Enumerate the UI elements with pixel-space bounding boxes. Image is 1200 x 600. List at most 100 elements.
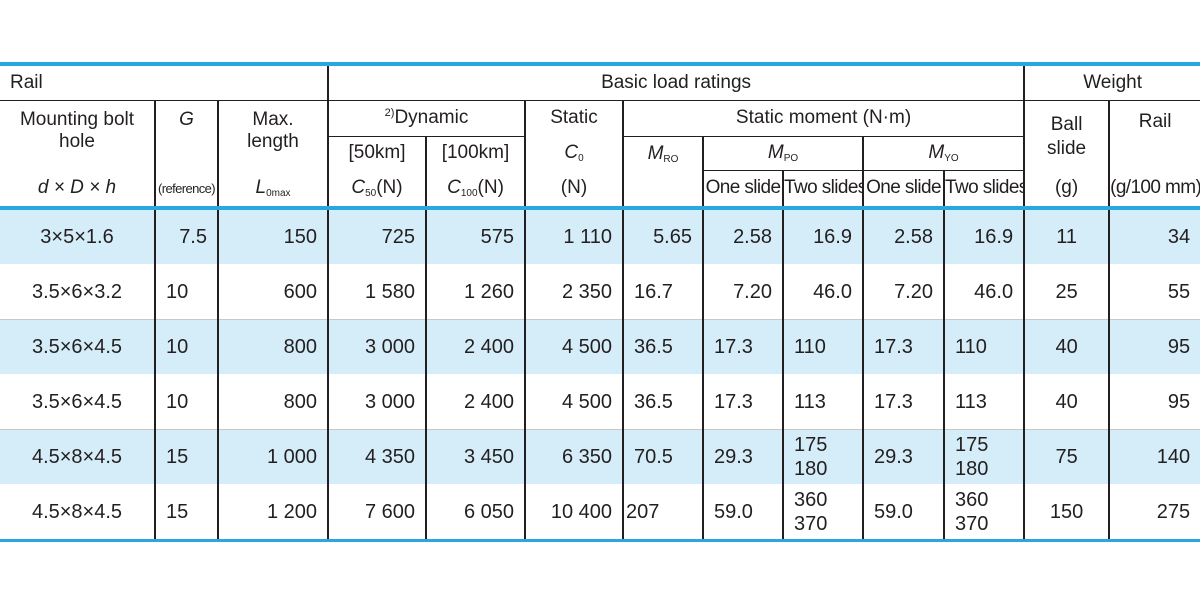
header-myo: MYO — [861, 135, 1025, 170]
table-row: 3.5×6×4.5 10 800 3 000 2 400 4 500 36.5 … — [0, 319, 1200, 375]
header-one-slide-y: One slide — [862, 169, 944, 208]
cell-myo-one: 7.20 — [862, 264, 944, 320]
cell-myo-two-b: 370 — [955, 513, 989, 535]
table-row: 4.5×8×4.5 15 1 000 4 350 3 450 6 350 70.… — [0, 429, 1200, 485]
header-c0-symbol: C — [564, 142, 579, 163]
cell-myo-two-b: 180 — [955, 458, 989, 480]
header-weight: Weight — [1023, 66, 1200, 100]
cell-mpo-one: 7.20 — [702, 264, 783, 320]
cell-mpo-one: 29.3 — [702, 429, 783, 485]
cell-myo-two: 110 — [942, 319, 1025, 375]
cell-myo-two: 175 180 — [942, 429, 1025, 485]
cell-myo-two-a: 16.9 — [974, 226, 1014, 248]
cell-c0: 4 500 — [524, 319, 623, 375]
cell-c0: 6 350 — [524, 429, 623, 485]
cell-lmax: 1 000 — [217, 429, 328, 485]
cell-g: 15 — [154, 429, 218, 485]
cell-c100: 2 400 — [425, 374, 525, 430]
spec-table: Rail Basic load ratings Weight Mounting … — [0, 66, 1200, 543]
header-c100: C100(N) — [425, 170, 525, 208]
cell-myo-two: 46.0 — [942, 264, 1025, 320]
cell-rail-weight: 34 — [1108, 210, 1200, 265]
header-c50: C50(N) — [327, 170, 426, 208]
cell-myo-two: 16.9 — [942, 210, 1025, 265]
cell-ball-weight: 150 — [1023, 484, 1110, 541]
header-dynamic-note: 2) — [384, 107, 395, 119]
cell-mpo-two-b: 370 — [794, 513, 828, 535]
table-top-rule — [0, 62, 1200, 66]
cell-myo-two-a: 360 — [955, 489, 989, 511]
cell-bolt: 3.5×6×4.5 — [0, 374, 155, 430]
header-max: Max. — [252, 108, 294, 130]
header-rail-weight: Rail — [1108, 99, 1200, 170]
header-c100-sub: 100 — [460, 188, 478, 199]
header-100km: [100km] — [425, 135, 525, 170]
cell-myo-two: 360 370 — [942, 484, 1025, 541]
cell-c50: 7 600 — [327, 484, 426, 541]
header-max-length: Max. length — [217, 99, 328, 170]
table-row: 4.5×8×4.5 15 1 200 7 600 6 050 10 400 20… — [0, 484, 1200, 541]
cell-rail-weight: 55 — [1108, 264, 1200, 320]
cell-mpo-two-b: 180 — [794, 458, 828, 480]
cell-c100: 6 050 — [425, 484, 525, 541]
cell-c0: 10 400 — [524, 484, 623, 541]
cell-g: 10 — [154, 374, 218, 430]
header-myo-symbol: M — [928, 142, 945, 163]
cell-g: 7.5 — [154, 210, 218, 265]
cell-bolt: 4.5×8×4.5 — [0, 429, 155, 485]
cell-ball-weight: 40 — [1023, 319, 1110, 375]
header-g100-unit: (g/100 mm) — [1108, 170, 1200, 208]
cell-mpo-two-a: 360 — [794, 489, 828, 511]
cell-rail-weight: 275 — [1108, 484, 1200, 541]
cell-ball-weight: 11 — [1023, 210, 1110, 265]
cell-mpo-two: 175 180 — [782, 429, 863, 485]
cell-mpo-one: 17.3 — [702, 319, 783, 375]
header-reference: (reference) — [154, 170, 218, 208]
header-basic-load-ratings: Basic load ratings — [326, 66, 1025, 100]
header-rail: Rail — [10, 71, 43, 93]
cell-bolt: 3.5×6×4.5 — [0, 319, 155, 375]
header-mpo-symbol: M — [767, 142, 784, 163]
cell-c0: 2 350 — [524, 264, 623, 320]
header-c100-symbol: C — [447, 177, 461, 198]
header-lomax-symbol: L — [255, 177, 267, 198]
cell-c50: 1 580 — [327, 264, 426, 320]
cell-lmax: 600 — [217, 264, 328, 320]
cell-mpo-two: 113 — [782, 374, 863, 430]
spec-table-container: Rail Basic load ratings Weight Mounting … — [0, 62, 1200, 543]
header-dynamic: 2)Dynamic — [327, 99, 525, 136]
table-row: 3.5×6×4.5 10 800 3 000 2 400 4 500 36.5 … — [0, 374, 1200, 430]
cell-mro: 70.5 — [622, 429, 703, 485]
cell-ball-weight: 40 — [1023, 374, 1110, 430]
header-two-slides-p: Two slides — [782, 169, 863, 208]
cell-mro: 5.65 — [622, 210, 703, 265]
cell-lmax: 800 — [217, 374, 328, 430]
cell-c100: 2 400 — [425, 319, 525, 375]
header-mpo: MPO — [702, 135, 863, 170]
cell-mro: 36.5 — [622, 374, 703, 430]
header-myo-sub: YO — [944, 153, 959, 164]
header-c50-unit: (N) — [376, 177, 403, 198]
cell-myo-one: 17.3 — [862, 374, 944, 430]
header-mro-symbol: M — [647, 142, 664, 164]
cell-mpo-one: 59.0 — [702, 484, 783, 541]
cell-ball-weight: 25 — [1023, 264, 1110, 320]
header-c50-sub: 50 — [365, 188, 377, 199]
header-mro-sub: RO — [663, 153, 679, 165]
cell-g: 10 — [154, 264, 218, 320]
table-row: 3.5×6×3.2 10 600 1 580 1 260 2 350 16.7 … — [0, 264, 1200, 320]
cell-rail-weight: 140 — [1108, 429, 1200, 485]
cell-mpo-two-a: 175 — [794, 434, 828, 456]
header-lomax: L0max — [217, 170, 328, 208]
header-ball-slide: Ball slide — [1023, 99, 1110, 170]
cell-lmax: 1 200 — [217, 484, 328, 541]
cell-lmax: 150 — [217, 210, 328, 265]
cell-myo-two-a: 175 — [955, 434, 989, 456]
cell-c50: 3 000 — [327, 319, 426, 375]
header-mounting-bolt: Mounting bolt — [19, 108, 135, 130]
cell-mro: 36.5 — [622, 319, 703, 375]
header-c100-unit: (N) — [477, 177, 504, 198]
cell-myo-two: 113 — [942, 374, 1025, 430]
cell-mro: 16.7 — [622, 264, 703, 320]
cell-c50: 4 350 — [327, 429, 426, 485]
